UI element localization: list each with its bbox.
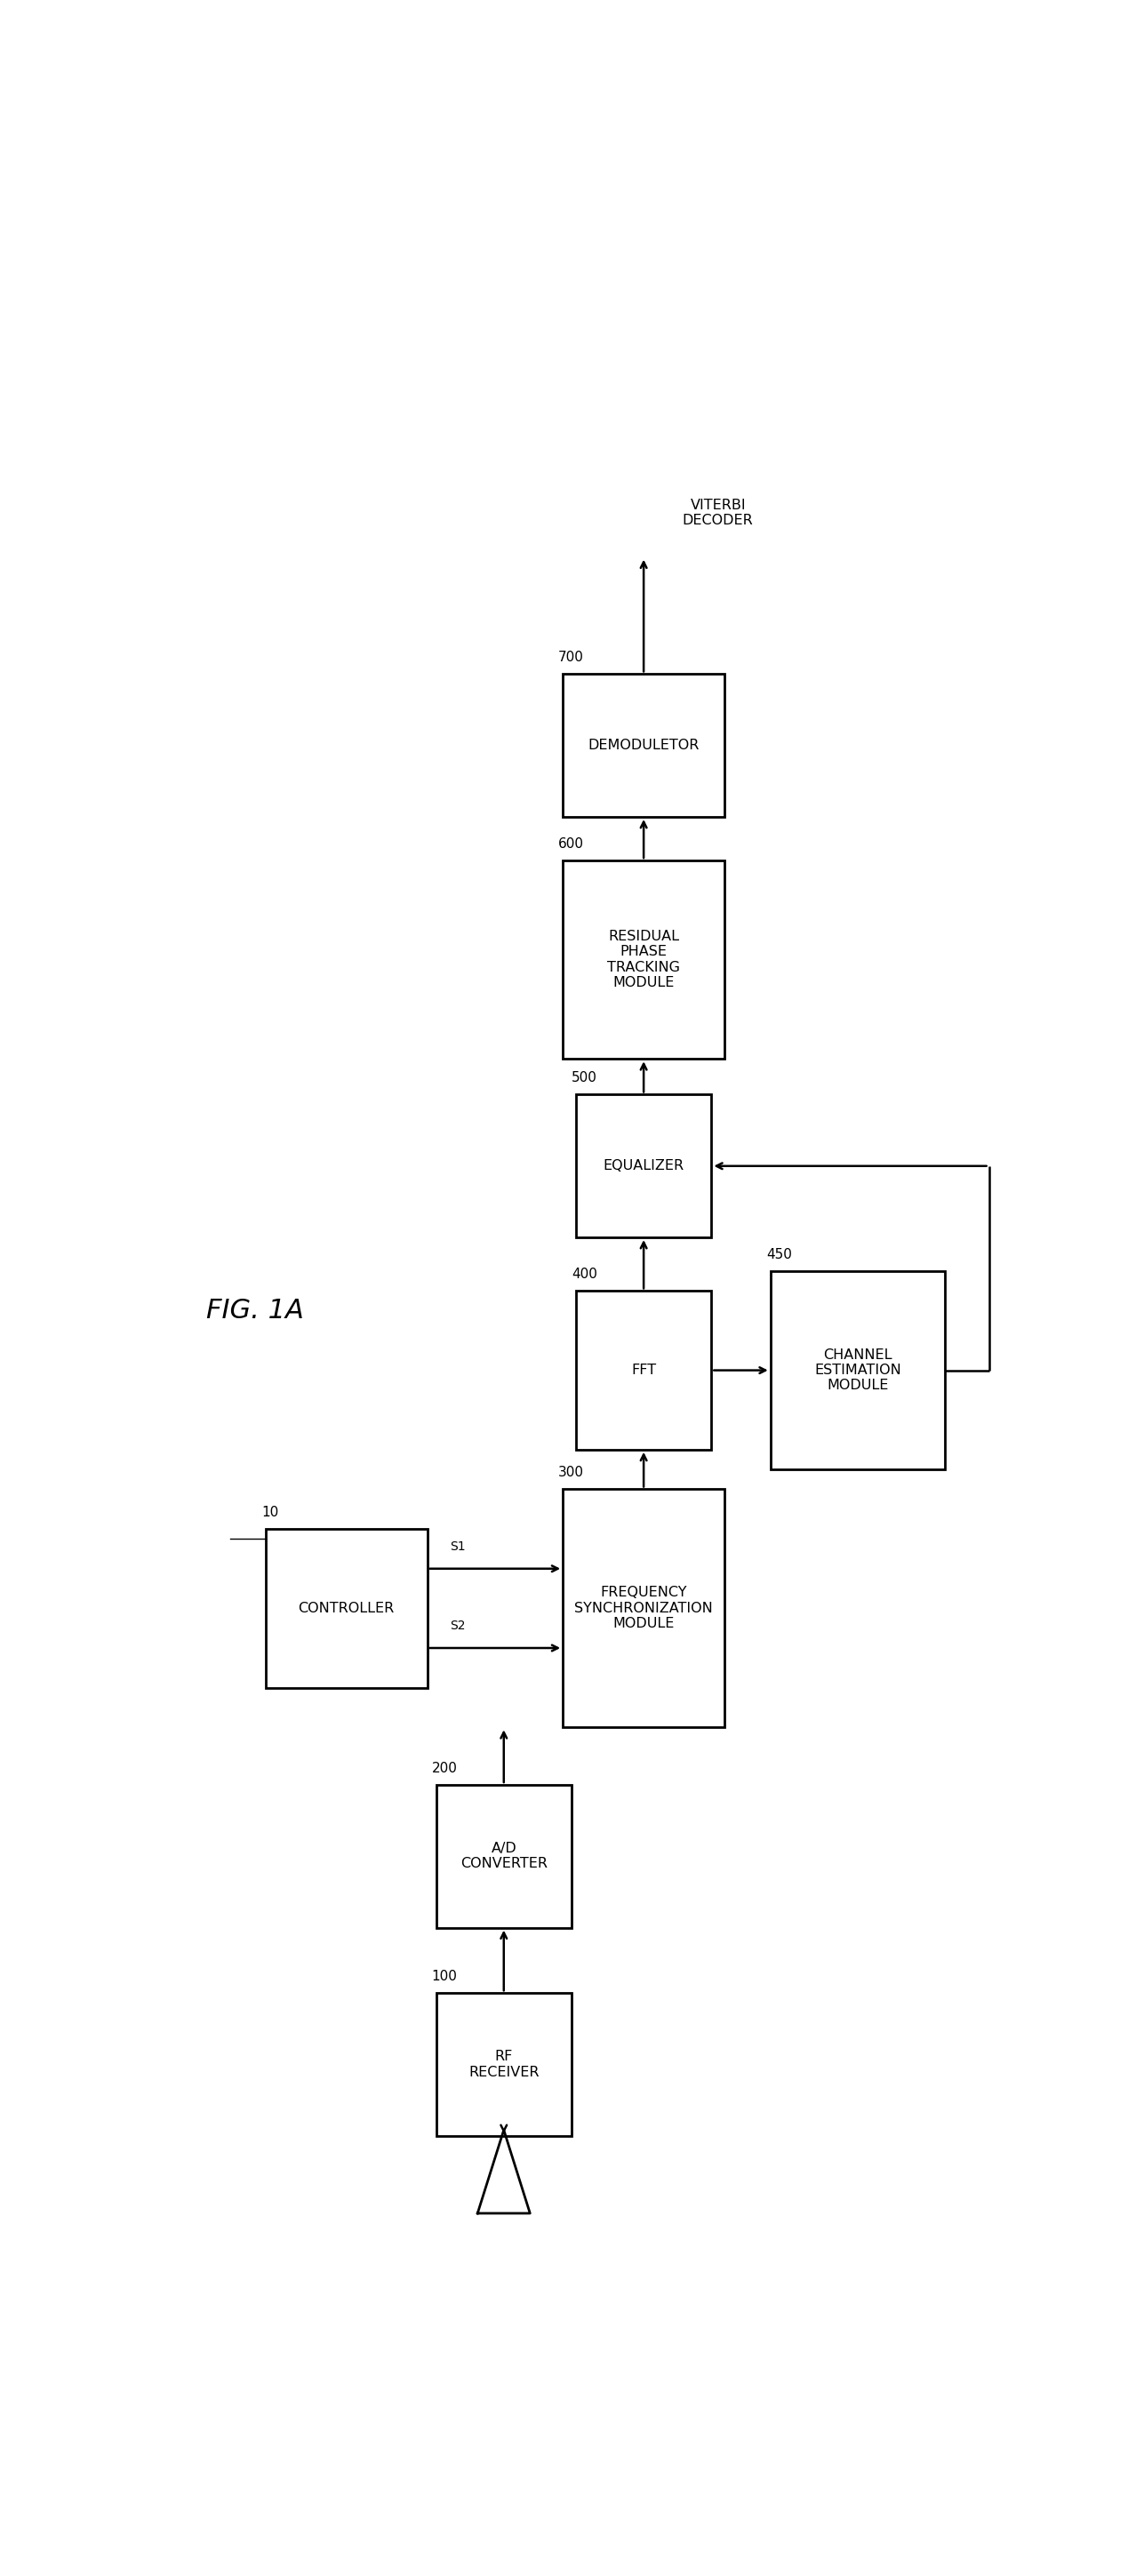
Bar <box>437 1994 572 2136</box>
Text: A/D
CONVERTER: A/D CONVERTER <box>460 1842 547 1870</box>
Text: 500: 500 <box>572 1072 597 1084</box>
Text: CHANNEL
ESTIMATION
MODULE: CHANNEL ESTIMATION MODULE <box>814 1347 901 1394</box>
Text: FIG. 1A: FIG. 1A <box>205 1298 303 1324</box>
Text: S2: S2 <box>450 1620 465 1633</box>
Text: 200: 200 <box>432 1762 457 1775</box>
Bar <box>265 1530 428 1687</box>
Text: 100: 100 <box>432 1971 457 1984</box>
Bar <box>563 675 724 817</box>
Text: S1: S1 <box>450 1540 465 1553</box>
Text: 400: 400 <box>572 1267 597 1280</box>
Text: 450: 450 <box>766 1247 792 1262</box>
Text: FFT: FFT <box>632 1363 656 1378</box>
Bar <box>770 1270 945 1468</box>
Bar <box>563 1489 724 1728</box>
Text: 600: 600 <box>558 837 584 850</box>
Bar <box>437 1785 572 1927</box>
Text: 10: 10 <box>262 1507 279 1520</box>
Text: DEMODULETOR: DEMODULETOR <box>588 739 699 752</box>
Text: 700: 700 <box>558 652 584 665</box>
Text: 300: 300 <box>558 1466 584 1479</box>
Text: VITERBI
DECODER: VITERBI DECODER <box>682 500 754 528</box>
Text: FREQUENCY
SYNCHRONIZATION
MODULE: FREQUENCY SYNCHRONIZATION MODULE <box>574 1587 713 1631</box>
Text: EQUALIZER: EQUALIZER <box>603 1159 685 1172</box>
Text: RESIDUAL
PHASE
TRACKING
MODULE: RESIDUAL PHASE TRACKING MODULE <box>607 930 680 989</box>
Bar <box>576 1291 712 1450</box>
Text: CONTROLLER: CONTROLLER <box>298 1602 395 1615</box>
Bar <box>563 860 724 1059</box>
Text: RF
RECEIVER: RF RECEIVER <box>468 2050 539 2079</box>
Bar <box>576 1095 712 1236</box>
